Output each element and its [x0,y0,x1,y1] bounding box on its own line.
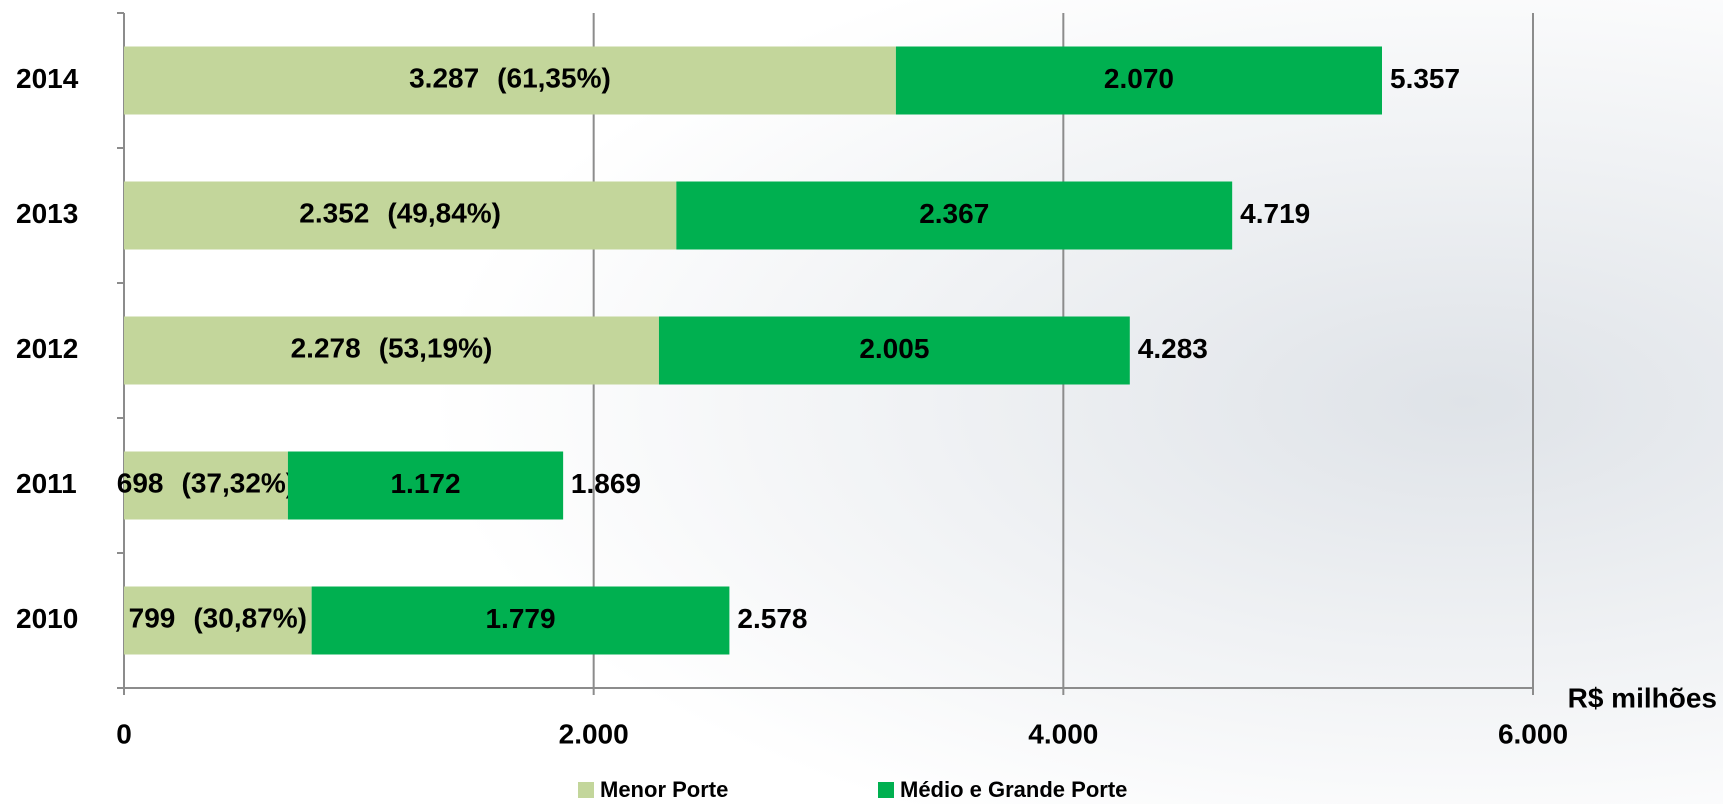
value-label: 2.367 [919,198,989,229]
value-label: 2.070 [1104,63,1174,94]
value-label: 3.287 [409,63,479,94]
value-label: 2.352 [299,198,369,229]
bar-segment [124,451,288,520]
x-tick-label: 6.000 [1498,718,1568,749]
y-tick-label: 2010 [16,603,78,634]
legend-swatch [878,782,894,798]
bar-segment [124,586,312,655]
total-label: 1.869 [571,468,641,499]
bar-segment [895,46,1383,115]
bar-segment [287,451,564,520]
value-label: 2.278 [291,333,361,364]
share-label: (49,84%) [387,198,501,229]
bar-segment [124,316,659,385]
total-label: 2.578 [737,603,807,634]
legend-label: Menor Porte [600,777,728,802]
segment-label: 698 (37,32%) [117,468,295,499]
share-label: (37,32%) [182,468,296,499]
total-label: 4.283 [1138,333,1208,364]
value-label: 1.779 [485,603,555,634]
segment-label: 799 (30,87%) [129,603,307,634]
legend-swatch [578,782,594,798]
total-label: 4.719 [1240,198,1310,229]
share-label: (61,35%) [497,63,611,94]
segment-label: 3.287 (61,35%) [409,63,611,94]
value-label: 1.172 [390,468,460,499]
value-label: 698 [117,468,164,499]
bar-segment [676,181,1233,250]
bar-segment [124,46,896,115]
bar-segment [311,586,730,655]
x-tick-label: 2.000 [559,718,629,749]
segment-label: 2.352 (49,84%) [299,198,501,229]
x-tick-label: 0 [116,718,132,749]
y-tick-label: 2013 [16,198,78,229]
value-label: 2.005 [859,333,929,364]
x-axis-label: R$ milhões [1568,682,1717,713]
legend-label: Médio e Grande Porte [900,777,1127,802]
bar-segment [658,316,1130,385]
bar-segment [124,181,677,250]
y-tick-label: 2012 [16,333,78,364]
y-tick-label: 2011 [16,468,77,499]
segment-label: 2.278 (53,19%) [291,333,493,364]
value-label: 799 [129,603,176,634]
y-tick-label: 2014 [16,63,79,94]
share-label: (53,19%) [379,333,493,364]
share-label: (30,87%) [193,603,307,634]
total-label: 5.357 [1390,63,1460,94]
x-tick-label: 4.000 [1028,718,1098,749]
